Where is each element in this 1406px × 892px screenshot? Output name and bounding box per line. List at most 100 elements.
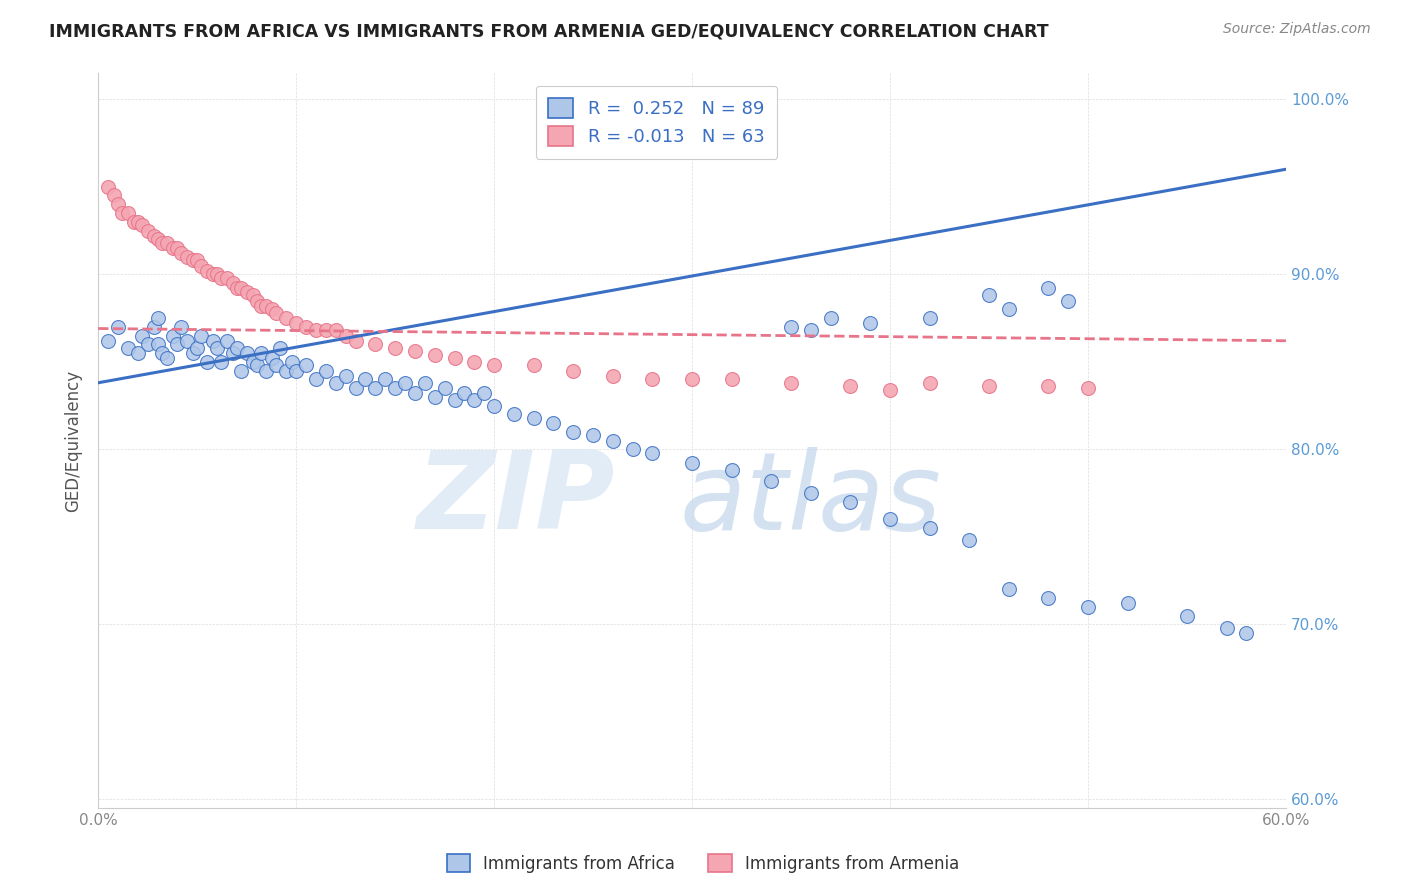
- Point: [879, 512, 901, 526]
- Point: [285, 316, 308, 330]
- Point: [222, 346, 245, 360]
- Point: [107, 197, 129, 211]
- Point: [170, 246, 193, 260]
- Point: [1057, 293, 1080, 308]
- Point: [957, 533, 980, 548]
- Point: [245, 358, 267, 372]
- Text: ZIP: ZIP: [416, 446, 614, 552]
- Point: [142, 228, 165, 243]
- Point: [800, 323, 823, 337]
- Point: [215, 334, 238, 348]
- Point: [325, 323, 347, 337]
- Point: [720, 372, 742, 386]
- Point: [977, 288, 1000, 302]
- Point: [186, 253, 208, 268]
- Point: [242, 288, 264, 302]
- Point: [162, 328, 184, 343]
- Point: [918, 521, 941, 535]
- Point: [170, 319, 193, 334]
- Point: [256, 363, 278, 377]
- Point: [998, 302, 1021, 317]
- Point: [181, 346, 204, 360]
- Point: [146, 311, 169, 326]
- Point: [276, 363, 298, 377]
- Point: [681, 372, 703, 386]
- Point: [761, 474, 783, 488]
- Point: [562, 363, 585, 377]
- Point: [245, 293, 267, 308]
- Point: [543, 416, 565, 430]
- Point: [433, 381, 456, 395]
- Point: [136, 337, 159, 351]
- Point: [295, 319, 318, 334]
- Point: [602, 434, 624, 448]
- Point: [413, 376, 436, 390]
- Point: [482, 399, 505, 413]
- Point: [229, 363, 252, 377]
- Point: [641, 372, 664, 386]
- Point: [472, 386, 495, 401]
- Point: [142, 319, 165, 334]
- Text: atlas: atlas: [681, 447, 942, 552]
- Point: [354, 372, 377, 386]
- Point: [423, 390, 446, 404]
- Point: [150, 346, 173, 360]
- Point: [800, 486, 823, 500]
- Point: [641, 446, 664, 460]
- Point: [181, 253, 204, 268]
- Point: [205, 267, 228, 281]
- Point: [305, 372, 328, 386]
- Legend: R =  0.252   N = 89, R = -0.013   N = 63: R = 0.252 N = 89, R = -0.013 N = 63: [536, 86, 778, 159]
- Point: [190, 259, 212, 273]
- Point: [162, 241, 184, 255]
- Point: [117, 341, 139, 355]
- Point: [482, 358, 505, 372]
- Point: [335, 368, 357, 383]
- Point: [621, 442, 644, 457]
- Point: [1038, 379, 1060, 393]
- Point: [977, 379, 1000, 393]
- Point: [156, 351, 179, 366]
- Point: [235, 285, 257, 299]
- Point: [266, 306, 288, 320]
- Point: [242, 355, 264, 369]
- Point: [205, 341, 228, 355]
- Point: [262, 351, 284, 366]
- Point: [186, 341, 208, 355]
- Point: [315, 363, 337, 377]
- Point: [209, 270, 232, 285]
- Point: [150, 235, 173, 250]
- Point: [453, 386, 475, 401]
- Point: [879, 383, 901, 397]
- Point: [215, 270, 238, 285]
- Point: [344, 381, 367, 395]
- Point: [195, 355, 218, 369]
- Point: [285, 363, 308, 377]
- Point: [111, 206, 134, 220]
- Point: [266, 358, 288, 372]
- Point: [335, 328, 357, 343]
- Point: [839, 379, 862, 393]
- Point: [1077, 599, 1099, 614]
- Point: [209, 355, 232, 369]
- Point: [305, 323, 328, 337]
- Legend: Immigrants from Africa, Immigrants from Armenia: Immigrants from Africa, Immigrants from …: [440, 847, 966, 880]
- Point: [97, 334, 120, 348]
- Point: [1215, 621, 1237, 635]
- Point: [269, 341, 291, 355]
- Point: [523, 358, 546, 372]
- Point: [325, 376, 347, 390]
- Point: [136, 223, 159, 237]
- Point: [249, 346, 271, 360]
- Point: [918, 376, 941, 390]
- Point: [225, 341, 247, 355]
- Point: [582, 428, 605, 442]
- Point: [1077, 381, 1099, 395]
- Point: [276, 311, 298, 326]
- Point: [918, 311, 941, 326]
- Point: [249, 299, 271, 313]
- Point: [176, 250, 198, 264]
- Point: [463, 393, 485, 408]
- Point: [998, 582, 1021, 597]
- Point: [146, 337, 169, 351]
